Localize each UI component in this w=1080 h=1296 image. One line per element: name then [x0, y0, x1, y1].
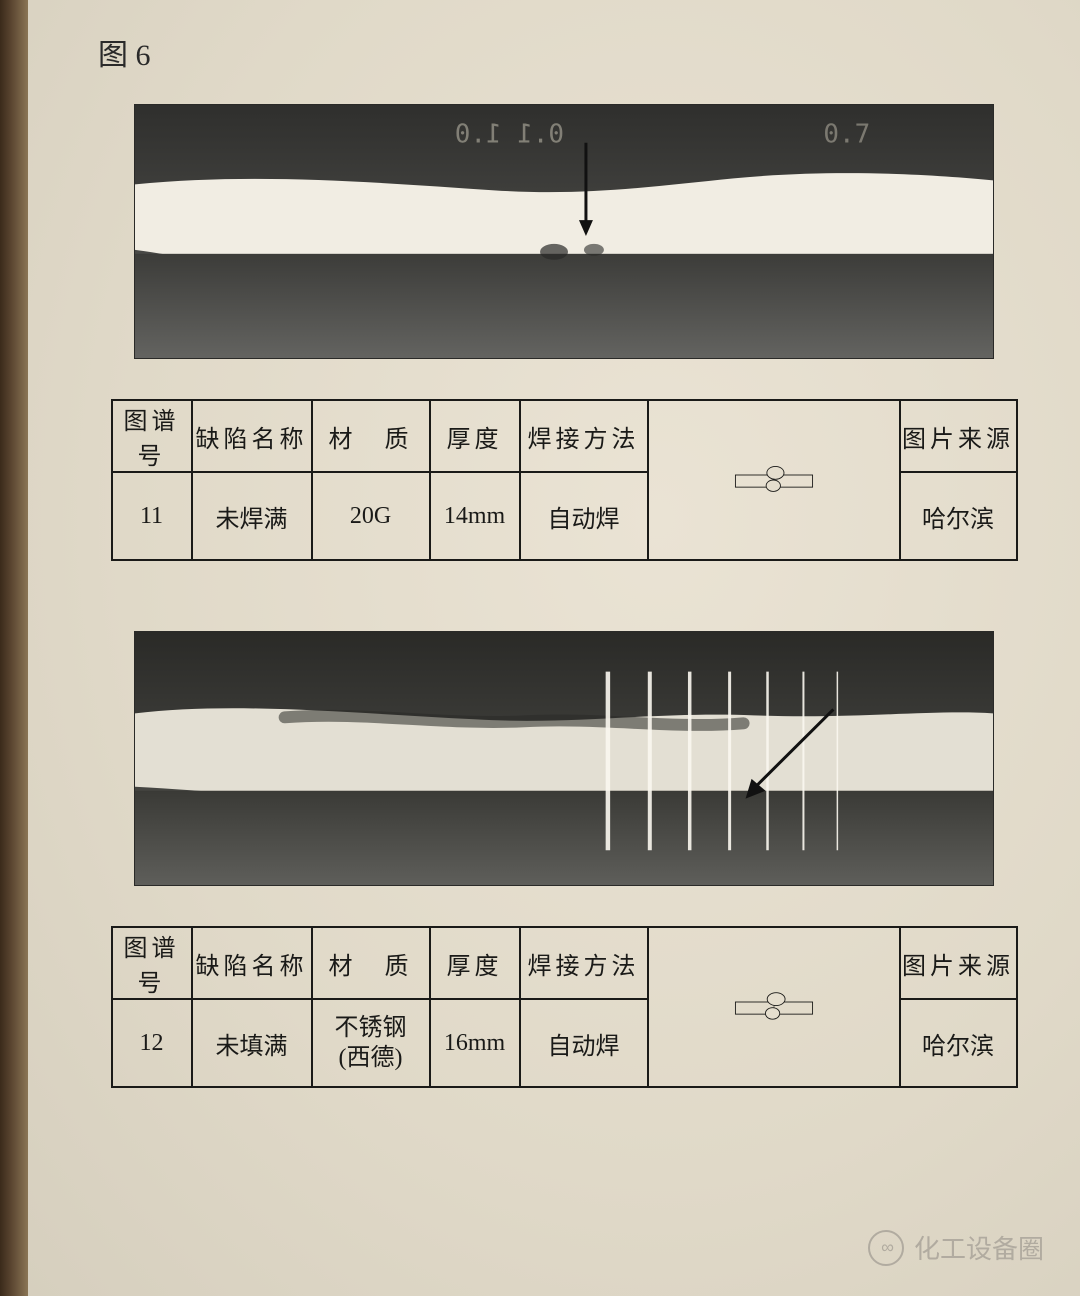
watermark-text: 化工设备圈: [914, 1229, 1044, 1266]
weld-diagram-cell: [648, 400, 900, 560]
td-weld-method: 自动焊: [520, 472, 648, 560]
th-defect-name: 缺陷名称: [192, 400, 312, 472]
atlas-entry: 图谱号 缺陷名称 材 质 厚度 焊接方法 图片来源 12 未填满: [98, 631, 1030, 1088]
svg-text:0.7: 0.7: [823, 120, 870, 150]
th-material: 材 质: [312, 927, 430, 999]
book-binding: [0, 0, 28, 1296]
th-weld-method: 焊接方法: [520, 927, 648, 999]
td-atlas-no: 12: [112, 999, 192, 1087]
xray-svg: [135, 632, 993, 885]
watermark: ∞ 化工设备圈: [868, 1229, 1044, 1266]
radiograph-image: [134, 631, 994, 886]
td-material: 20G: [312, 472, 430, 560]
material-line2: (西德): [339, 1045, 403, 1071]
td-thickness: 14mm: [430, 472, 520, 560]
td-source: 哈尔滨: [900, 999, 1017, 1087]
atlas-entry: 0.1 1.0 0.7 图谱号 缺陷名称 材 质 厚度 焊接方法: [98, 104, 1030, 561]
page-content: 图 6 0.1 1.0: [28, 0, 1080, 1296]
page-corner-label: 图 6: [98, 30, 1030, 74]
td-thickness: 16mm: [430, 999, 520, 1087]
info-table: 图谱号 缺陷名称 材 质 厚度 焊接方法 图片来源 12 未填满: [111, 926, 1018, 1088]
table-header-row: 图谱号 缺陷名称 材 质 厚度 焊接方法 图片来源: [112, 927, 1017, 999]
th-source: 图片来源: [900, 927, 1017, 999]
material-line1: 不锈钢: [335, 1015, 407, 1041]
svg-text:0.1 1.0: 0.1 1.0: [455, 120, 564, 150]
weld-cross-section-icon: [649, 982, 899, 1032]
radiograph-image: 0.1 1.0 0.7: [134, 104, 994, 359]
weld-cross-section-icon: [649, 455, 899, 505]
table-header-row: 图谱号 缺陷名称 材 质 厚度 焊接方法 图片来源: [112, 400, 1017, 472]
info-table: 图谱号 缺陷名称 材 质 厚度 焊接方法 图片来源 11 未焊满: [111, 399, 1018, 561]
td-atlas-no: 11: [112, 472, 192, 560]
td-defect-name: 未焊满: [192, 472, 312, 560]
wechat-icon: ∞: [868, 1230, 904, 1266]
td-defect-name: 未填满: [192, 999, 312, 1087]
th-atlas-no: 图谱号: [112, 400, 192, 472]
td-source: 哈尔滨: [900, 472, 1017, 560]
th-weld-method: 焊接方法: [520, 400, 648, 472]
th-thickness: 厚度: [430, 400, 520, 472]
th-defect-name: 缺陷名称: [192, 927, 312, 999]
th-material: 材 质: [312, 400, 430, 472]
td-material: 不锈钢 (西德): [312, 999, 430, 1087]
th-thickness: 厚度: [430, 927, 520, 999]
td-weld-method: 自动焊: [520, 999, 648, 1087]
th-source: 图片来源: [900, 400, 1017, 472]
weld-diagram-cell: [648, 927, 900, 1087]
xray-svg: 0.1 1.0 0.7: [135, 105, 993, 358]
th-atlas-no: 图谱号: [112, 927, 192, 999]
